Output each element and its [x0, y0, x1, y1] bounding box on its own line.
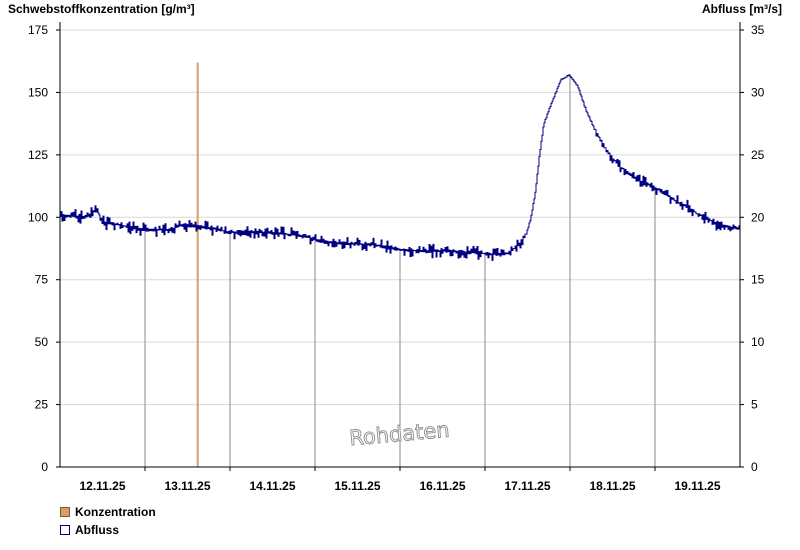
legend-label-abfluss: Abfluss [75, 523, 120, 537]
x-axis-labels: 12.11.25 13.11.25 14.11.25 15.11.25 16.1… [79, 479, 720, 493]
right-tick-label: 20 [751, 210, 765, 224]
right-axis-ticks: 0 5 10 15 20 25 30 35 [751, 23, 765, 474]
x-tick-label: 13.11.25 [164, 479, 210, 493]
left-tick-label: 75 [35, 273, 49, 287]
left-tick-label: 150 [28, 85, 48, 99]
right-tick-label: 25 [751, 148, 765, 162]
right-tick-label: 15 [751, 273, 765, 287]
left-axis-title: Schwebstoffkonzentration [g/m³] [8, 2, 195, 16]
abfluss-series-line [59, 74, 740, 261]
right-tick-label: 5 [751, 398, 758, 412]
right-axis-title: Abfluss [m³/s] [702, 2, 782, 16]
right-tick-label: 0 [751, 460, 758, 474]
x-tick-label: 15.11.25 [334, 479, 380, 493]
right-tick-label: 35 [751, 23, 765, 37]
left-tick-label: 125 [28, 148, 48, 162]
left-tick-label: 50 [35, 335, 49, 349]
legend-swatch-konzentration [60, 507, 70, 517]
legend-label-konzentration: Konzentration [75, 505, 156, 519]
right-tick-label: 10 [751, 335, 765, 349]
x-tick-label: 19.11.25 [674, 479, 720, 493]
x-tick-label: 16.11.25 [419, 479, 465, 493]
x-tick-label: 12.11.25 [79, 479, 125, 493]
x-tick-label: 17.11.25 [504, 479, 550, 493]
left-tick-label: 100 [28, 210, 48, 224]
left-axis-ticks: 0 25 50 75 100 125 150 175 [28, 23, 48, 474]
day-divider-lines [144, 74, 656, 471]
legend-swatch-abfluss [60, 525, 70, 535]
right-tick-label: 30 [751, 85, 765, 99]
x-tick-label: 18.11.25 [589, 479, 635, 493]
left-tick-label: 0 [41, 460, 48, 474]
left-tick-label: 25 [35, 398, 49, 412]
left-tick-label: 175 [28, 23, 48, 37]
x-tick-label: 14.11.25 [249, 479, 295, 493]
legend-item-abfluss: Abfluss [60, 523, 119, 537]
legend-item-konzentration: Konzentration [60, 505, 156, 519]
rohdaten-watermark: Rohdaten [348, 418, 450, 451]
